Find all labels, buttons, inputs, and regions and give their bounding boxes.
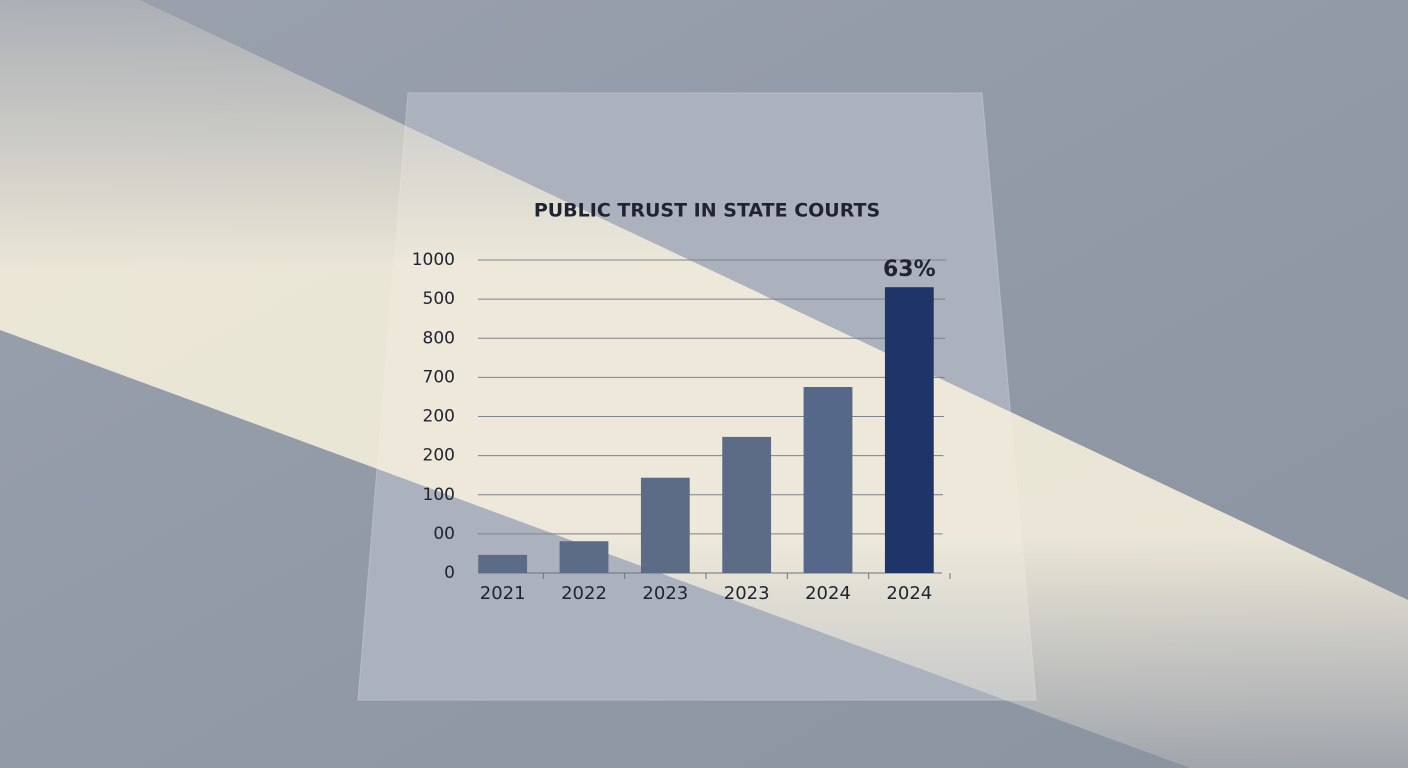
y-tick-label: 200	[423, 446, 455, 466]
bar	[803, 387, 853, 573]
y-tick-label: 0	[444, 563, 455, 583]
x-tick-label: 2021	[480, 583, 526, 604]
y-tick-label: 1000	[412, 250, 455, 270]
bar	[478, 554, 528, 573]
chart-title: PUBLIC TRUST IN STATE COURTS	[534, 200, 880, 222]
x-tick-label: 2023	[724, 583, 770, 604]
bar	[722, 436, 772, 573]
x-tick-label: 2024	[886, 583, 932, 604]
bar	[884, 287, 934, 573]
y-tick-label: 800	[423, 328, 455, 348]
y-tick-label: 700	[423, 367, 455, 387]
bar	[559, 541, 609, 573]
y-tick-label: 500	[423, 289, 455, 309]
y-tick-label: 200	[423, 407, 455, 427]
bar	[640, 477, 690, 573]
x-tick-label: 2024	[805, 583, 851, 604]
x-tick-label: 2022	[561, 583, 607, 604]
paper-sheen	[358, 93, 1036, 700]
value-label: 63%	[883, 257, 936, 282]
x-tick-label: 2023	[642, 583, 688, 604]
y-tick-label: 100	[423, 485, 455, 505]
y-tick-label: 00	[433, 524, 455, 544]
